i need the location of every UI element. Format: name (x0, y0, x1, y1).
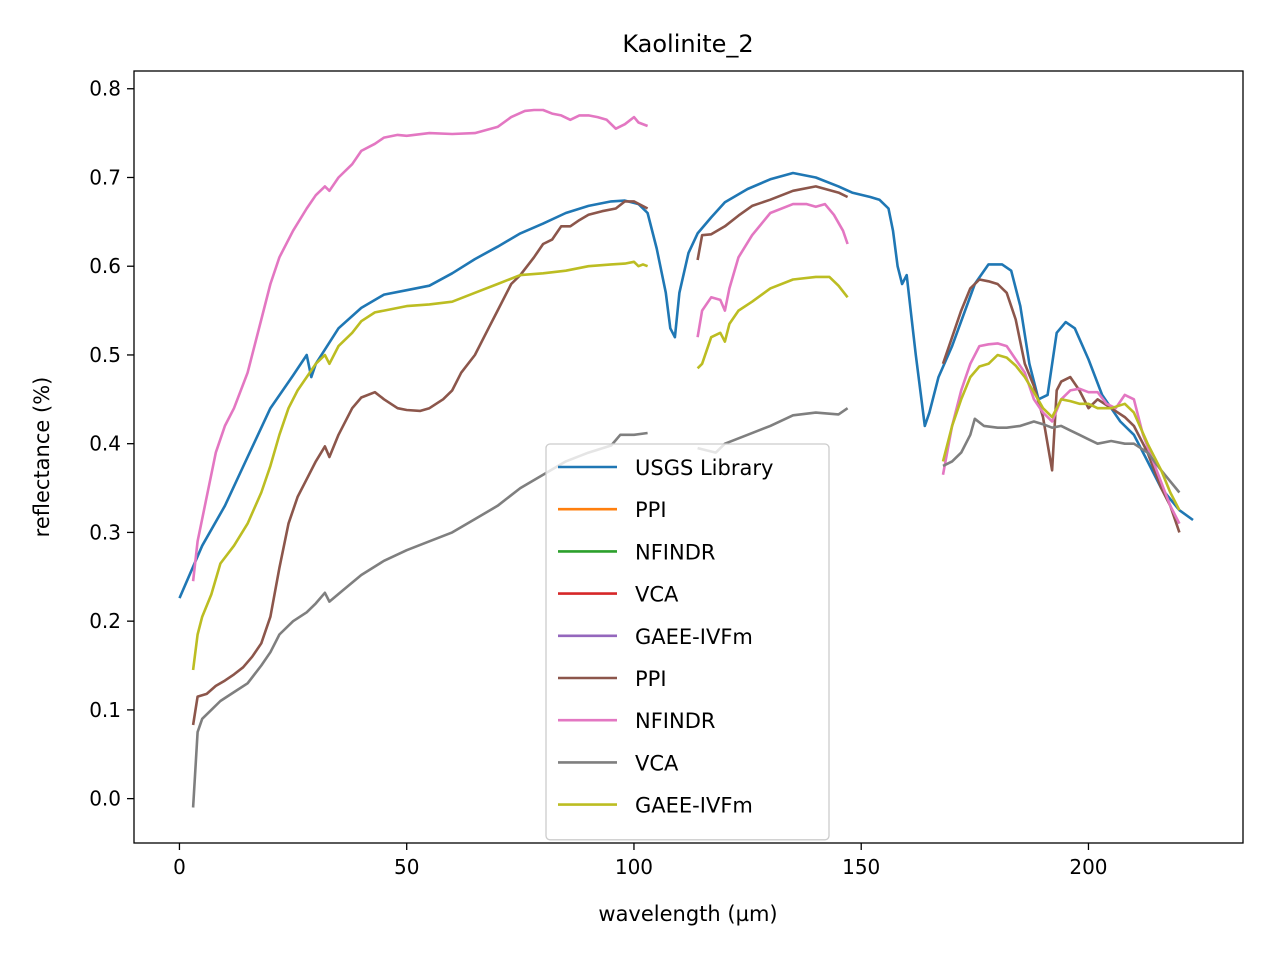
legend-label: NFINDR (635, 709, 715, 733)
legend-label: GAEE-IVFm (635, 794, 753, 818)
series-line-5-segment-2 (941, 278, 1181, 533)
x-tick-label: 50 (394, 855, 419, 879)
legend-label: NFINDR (635, 540, 715, 564)
x-axis-ticks: 0 50 100 150 200 (173, 843, 1108, 879)
series-line-8-segment-0 (191, 260, 649, 671)
series-line-0-segment-0 (178, 171, 1194, 599)
series-line-8-segment-2 (941, 353, 1181, 511)
y-axis-ticks: 0.0 0.1 0.2 0.3 0.4 0.5 0.6 0.7 0.8 (89, 77, 134, 811)
series-line-5-segment-0 (191, 200, 649, 726)
legend-label: USGS Library (635, 456, 773, 480)
x-axis-label: wavelength (µm) (598, 902, 777, 926)
chart-title: Kaolinite_2 (622, 30, 753, 58)
y-axis-label: reflectance (%) (30, 377, 54, 538)
y-tick-label: 0.6 (89, 254, 121, 278)
legend-label: PPI (635, 667, 667, 691)
y-tick-label: 0.4 (89, 432, 121, 456)
plot-frame (133, 70, 1244, 844)
series-line-8-segment-1 (696, 275, 849, 370)
legend-label: GAEE-IVFm (635, 625, 753, 649)
y-tick-label: 0.0 (89, 787, 121, 811)
x-tick-label: 100 (615, 855, 653, 879)
y-tick-label: 0.5 (89, 343, 121, 367)
series-line-7-segment-2 (942, 417, 1181, 494)
legend-box (545, 443, 830, 841)
legend: USGS Library PPI NFINDR VCA GAEE-IVFm PPI NFIN… (545, 443, 830, 841)
y-tick-label: 0.7 (89, 165, 121, 189)
x-tick-label: 200 (1069, 855, 1107, 879)
y-tick-label: 0.1 (89, 698, 121, 722)
series-line-6-segment-0 (191, 108, 649, 582)
y-tick-label: 0.8 (89, 77, 121, 101)
x-tick-label: 0 (173, 855, 186, 879)
legend-label: PPI (635, 498, 667, 522)
series-line-6-segment-1 (696, 202, 849, 338)
y-tick-label: 0.3 (89, 520, 121, 544)
series-line-5-segment-1 (696, 185, 849, 261)
legend-label: VCA (635, 751, 679, 775)
legend-label: VCA (635, 583, 679, 607)
y-tick-label: 0.2 (89, 609, 121, 633)
x-tick-label: 150 (842, 855, 880, 879)
